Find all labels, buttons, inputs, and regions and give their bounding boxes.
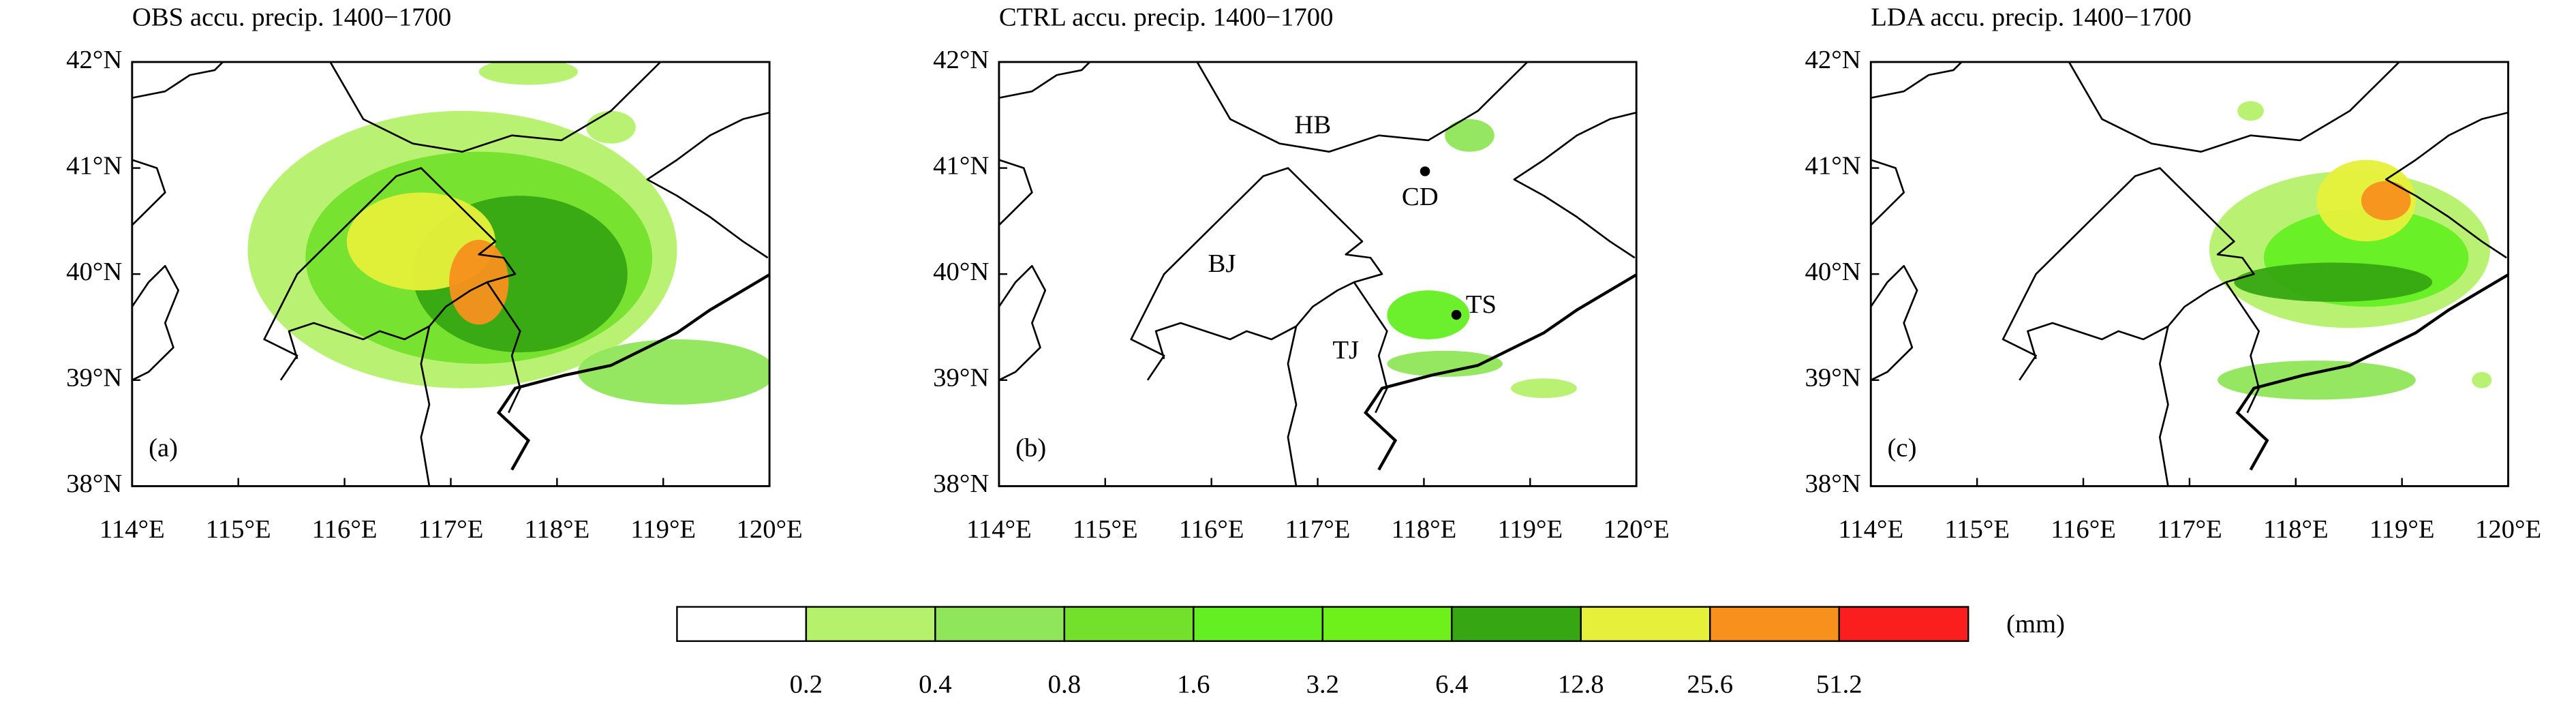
colorbar-box <box>676 606 808 643</box>
place-label: HB <box>1294 111 1331 140</box>
lon-tick-label: 117°E <box>1285 515 1351 544</box>
lon-tick-label: 120°E <box>736 515 802 544</box>
lat-tick-label: 41°N <box>1805 152 1860 181</box>
place-label: TS <box>1466 290 1497 319</box>
precip-area <box>586 110 636 144</box>
colorbar-box <box>1580 606 1711 643</box>
map-area <box>999 62 1643 486</box>
colorbar-label: 51.2 <box>1816 671 1862 699</box>
place-dot <box>1451 309 1462 320</box>
lat-tick-label: 39°N <box>933 364 989 393</box>
colorbar-label: 0.4 <box>919 671 951 699</box>
map-area <box>132 61 770 486</box>
precip-area <box>1387 290 1470 339</box>
colorbar-unit: (mm) <box>2006 610 2065 638</box>
colorbar-label: 12.8 <box>1558 671 1604 699</box>
figure-body: OBS accu. precip. 1400−1700 (a) 42°N 41°N 40… <box>66 3 2541 699</box>
panel-title: CTRL accu. precip. 1400−1700 <box>999 3 1334 32</box>
colorbar-label: 25.6 <box>1687 671 1733 699</box>
lon-tick-label: 120°E <box>1604 515 1670 544</box>
precip-area <box>2237 101 2264 121</box>
lat-tick-label: 42°N <box>933 46 989 74</box>
colorbar-box <box>805 606 936 643</box>
lon-tick-label: 115°E <box>206 515 271 544</box>
precip-area <box>1387 350 1503 378</box>
place-label: BJ <box>1208 249 1236 278</box>
lat-tick-label: 40°N <box>66 258 122 286</box>
precip-area <box>1445 119 1494 152</box>
lon-tick-label: 117°E <box>2157 515 2222 544</box>
lon-tick-label: 116°E <box>1179 515 1244 544</box>
precip-area <box>2361 181 2411 221</box>
colorbar-box <box>1838 606 1969 643</box>
lat-tick-label: 39°N <box>1805 364 1860 393</box>
map-panel: LDA accu. precip. 1400−1700 (c) 42°N 41°N 40… <box>1805 3 2541 544</box>
lat-tick-label: 38°N <box>66 470 122 498</box>
lat-tick-label: 38°N <box>1805 470 1860 498</box>
lon-tick-label: 118°E <box>524 515 589 544</box>
lat-tick-label: 41°N <box>933 152 989 181</box>
lon-tick-label: 116°E <box>312 515 378 544</box>
precip-area <box>478 61 579 85</box>
lon-tick-label: 120°E <box>2475 515 2541 544</box>
panel-label: (c) <box>1887 434 1916 463</box>
panel-label: (a) <box>149 434 178 463</box>
lon-tick-label: 118°E <box>1392 515 1457 544</box>
lat-tick-label: 41°N <box>66 152 122 181</box>
precip-area <box>1511 378 1577 399</box>
lon-tick-label: 119°E <box>1497 515 1563 544</box>
lat-tick-label: 42°N <box>66 46 122 74</box>
map-area <box>1871 62 2515 486</box>
precip-area <box>449 239 509 325</box>
precip-area <box>2218 360 2416 400</box>
colorbar: 0.2 0.4 0.8 1.6 3.2 6.4 12.8 25.6 51.2 (mm) <box>676 606 2065 699</box>
map-panel: CTRL accu. precip. 1400−1700 (b) 42°N 41°N 4… <box>933 3 1670 544</box>
lat-tick-label: 39°N <box>66 364 122 393</box>
lon-tick-label: 115°E <box>1073 515 1138 544</box>
lon-tick-label: 119°E <box>630 515 696 544</box>
precip-area <box>2472 371 2492 388</box>
lon-tick-label: 117°E <box>418 515 484 544</box>
lon-tick-label: 114°E <box>966 515 1032 544</box>
lon-tick-label: 114°E <box>1838 515 1903 544</box>
lon-tick-label: 114°E <box>99 515 165 544</box>
place-label: CD <box>1402 183 1439 211</box>
lon-tick-label: 118°E <box>2263 515 2329 544</box>
map-panel: OBS accu. precip. 1400−1700 (a) 42°N 41°N 40… <box>66 3 803 544</box>
lat-tick-label: 38°N <box>933 470 989 498</box>
lat-tick-label: 42°N <box>1805 46 1860 74</box>
colorbar-label: 3.2 <box>1306 671 1339 699</box>
colorbar-label: 1.6 <box>1177 671 1210 699</box>
precip-area <box>2234 262 2433 302</box>
colorbar-label: 0.2 <box>790 671 823 699</box>
colorbar-box <box>1063 606 1195 643</box>
colorbar-box <box>934 606 1066 643</box>
panel-title: OBS accu. precip. 1400−1700 <box>132 3 451 32</box>
colorbar-box <box>1321 606 1453 643</box>
lon-tick-label: 116°E <box>2051 515 2116 544</box>
colorbar-box <box>1193 606 1324 643</box>
colorbar-label: 6.4 <box>1435 671 1468 699</box>
place-label: TJ <box>1332 336 1359 365</box>
lon-tick-label: 119°E <box>2370 515 2435 544</box>
colorbar-box <box>1451 606 1582 643</box>
precip-area <box>578 339 770 405</box>
lat-tick-label: 40°N <box>1805 258 1860 286</box>
colorbar-box <box>1709 606 1840 643</box>
lon-tick-label: 115°E <box>1944 515 2010 544</box>
panel-title: LDA accu. precip. 1400−1700 <box>1871 3 2192 32</box>
place-dot <box>1420 166 1430 176</box>
panel-label: (b) <box>1015 434 1046 463</box>
lat-tick-label: 40°N <box>933 258 989 286</box>
colorbar-label: 0.8 <box>1048 671 1081 699</box>
